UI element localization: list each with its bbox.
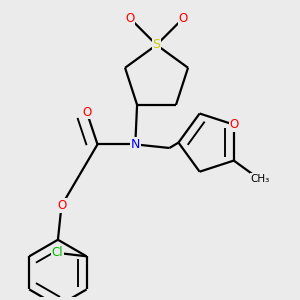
Text: O: O [229,118,239,131]
Text: CH₃: CH₃ [250,174,270,184]
Text: Cl: Cl [52,246,63,259]
Text: O: O [178,12,188,25]
Text: O: O [57,199,66,212]
Text: N: N [130,138,140,151]
Text: O: O [82,106,91,118]
Text: S: S [152,38,160,51]
Text: O: O [125,12,135,25]
